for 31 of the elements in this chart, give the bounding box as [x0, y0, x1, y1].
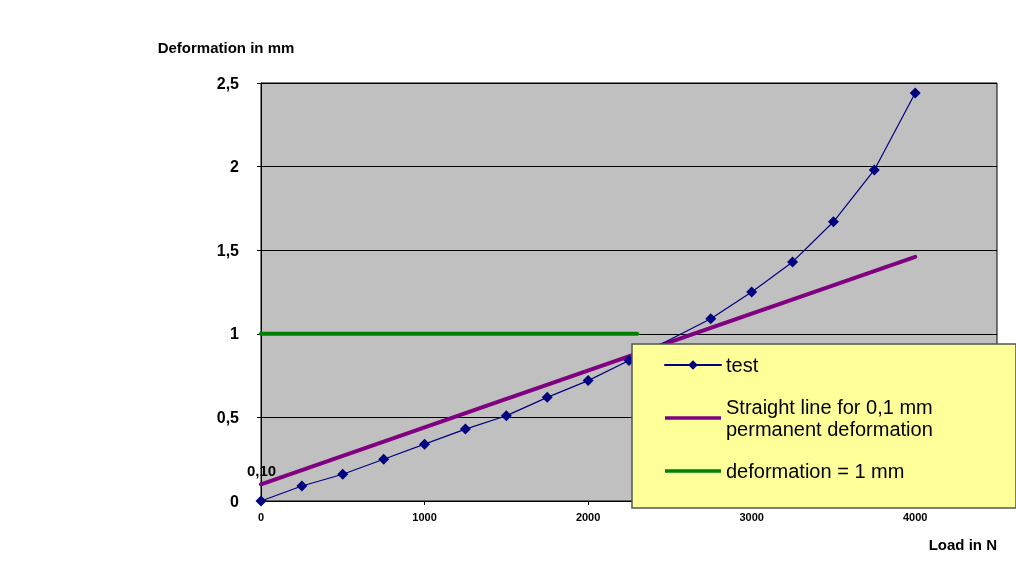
legend-label: test — [726, 354, 759, 376]
y-tick-label: 2,5 — [216, 74, 240, 92]
point — [787, 256, 799, 268]
point — [459, 423, 471, 435]
y-tick-label: 1,5 — [216, 241, 240, 259]
point — [827, 216, 839, 228]
point — [582, 375, 594, 387]
point — [541, 391, 553, 403]
y-tick-label: 0,5 — [216, 408, 240, 426]
x-tick-label: 3000 — [739, 510, 764, 523]
x-tick-label: 1000 — [412, 510, 437, 523]
y-axis-title: Deformation in mm — [157, 39, 295, 56]
point — [500, 410, 512, 422]
y-tick-label: 2 — [230, 158, 240, 176]
point — [337, 468, 349, 480]
legend-label: Straight line for 0,1 mm permanent deformation — [726, 396, 939, 440]
point — [746, 286, 758, 298]
x-tick-label: 2000 — [575, 510, 601, 523]
y-tick-label: 1 — [230, 325, 240, 343]
point — [378, 453, 390, 465]
x-axis-title: Load in N — [928, 536, 997, 553]
point — [868, 164, 880, 176]
legend-label: deformation = 1 mm — [726, 460, 905, 482]
y-tick-label: 0 — [230, 492, 240, 510]
x-tick-label: 4000 — [902, 510, 928, 523]
point — [705, 313, 717, 325]
point — [296, 480, 308, 492]
point — [909, 87, 921, 99]
point — [419, 438, 431, 450]
x-tick-label: 0 — [257, 510, 265, 523]
point — [255, 495, 267, 507]
